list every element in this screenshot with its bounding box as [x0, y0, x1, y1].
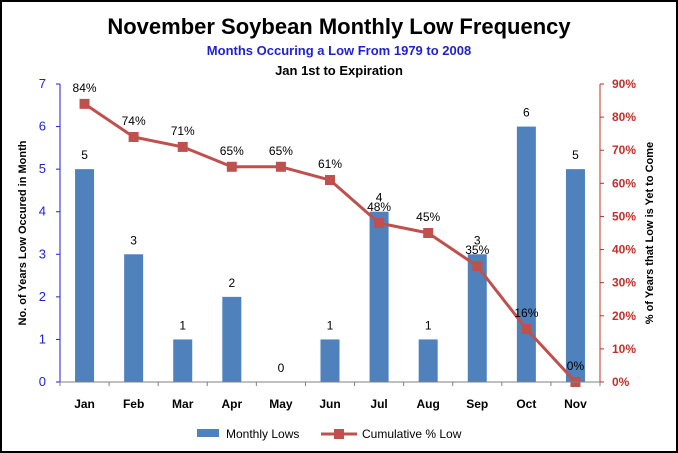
left-axis-ticks: 0 1 2 3 4 5 6 7	[39, 76, 60, 389]
x-tick-label: Oct	[516, 397, 536, 411]
left-tick-label: 1	[39, 331, 46, 346]
bar-data-label: 3	[130, 233, 137, 247]
right-tick-label: 20%	[612, 309, 636, 323]
bar-data-label: 5	[572, 148, 579, 162]
left-tick-label: 0	[39, 374, 46, 389]
bar-series: 5 3 1 2 0 1 4 1 3 6 5	[75, 106, 585, 382]
bar	[369, 211, 389, 382]
line-marker	[325, 175, 335, 186]
bar	[565, 169, 585, 382]
chart-subtitle-2: Jan 1st to Expiration	[275, 63, 403, 78]
right-tick-label: 30%	[612, 276, 636, 290]
line-data-label: 65%	[220, 144, 244, 158]
legend-line-marker	[334, 429, 344, 439]
bar	[173, 339, 193, 382]
line-data-label: 61%	[318, 157, 342, 171]
bar-data-label: 0	[278, 361, 285, 375]
line-marker	[472, 261, 483, 272]
line-data-label: 35%	[465, 243, 489, 257]
bar	[124, 254, 144, 382]
bar	[516, 126, 536, 382]
line-marker	[177, 141, 188, 152]
legend: Monthly Lows Cumulative % Low	[197, 427, 462, 441]
right-tick-label: 70%	[612, 143, 636, 157]
bar-data-label: 6	[523, 106, 530, 120]
right-tick-label: 40%	[612, 243, 636, 257]
right-tick-label: 50%	[612, 209, 636, 223]
x-tick-label: Jan	[74, 397, 95, 411]
right-tick-label: 10%	[612, 342, 636, 356]
chart-title: November Soybean Monthly Low Frequency	[107, 14, 571, 39]
line-marker	[226, 161, 237, 172]
left-tick-label: 3	[39, 246, 46, 261]
line-series: 84% 74% 71% 65% 65% 61% 48% 45% 35% 16% 0%	[73, 81, 585, 387]
bar-data-label: 2	[228, 276, 235, 290]
legend-bar-label: Monthly Lows	[226, 427, 299, 441]
bar-data-label: 1	[179, 318, 186, 332]
left-axis-title: No. of Years Low Occured in Month	[17, 140, 29, 325]
line-data-label: 84%	[73, 81, 97, 95]
line-data-label: 65%	[269, 144, 293, 158]
right-tick-label: 80%	[612, 110, 636, 124]
x-tick-label: Apr	[221, 397, 242, 411]
left-tick-label: 7	[39, 76, 46, 91]
right-tick-label: 60%	[612, 176, 636, 190]
x-tick-label: Jul	[370, 397, 387, 411]
bar	[75, 169, 95, 382]
x-tick-label: Nov	[564, 397, 587, 411]
x-tick-label: Aug	[417, 397, 440, 411]
line-data-label: 74%	[122, 114, 146, 128]
line-marker	[521, 324, 532, 335]
right-axis-title: % of Years that Low is Yet to Come	[644, 142, 656, 324]
x-axis-ticks: Jan Feb Mar Apr May Jun Jul Aug Sep Oct Nov	[59, 382, 601, 411]
line-marker	[275, 161, 286, 172]
line-data-label: 45%	[416, 210, 440, 224]
bar-data-label: 1	[327, 318, 334, 332]
legend-line-label: Cumulative % Low	[362, 427, 462, 441]
line-data-label: 0%	[567, 359, 585, 373]
left-tick-label: 5	[39, 161, 46, 176]
bar-data-label: 1	[425, 318, 432, 332]
x-tick-label: Mar	[172, 397, 194, 411]
left-tick-label: 2	[39, 289, 46, 304]
x-tick-label: May	[269, 397, 293, 411]
bar	[467, 254, 487, 382]
bar-data-label: 3	[474, 233, 481, 247]
line-data-label: 16%	[514, 306, 538, 320]
legend-bar-swatch	[197, 429, 219, 437]
bar	[418, 339, 438, 382]
bar	[320, 339, 340, 382]
left-tick-label: 6	[39, 119, 46, 134]
bar	[222, 296, 242, 382]
line-data-label: 71%	[171, 124, 195, 138]
left-tick-label: 4	[39, 204, 46, 219]
bar-data-label: 5	[81, 148, 88, 162]
line-marker	[128, 131, 139, 142]
x-tick-label: Sep	[466, 397, 488, 411]
right-tick-label: 90%	[612, 77, 636, 91]
x-tick-label: Jun	[319, 397, 340, 411]
line-marker	[79, 98, 90, 109]
bar-data-label: 4	[376, 191, 383, 205]
line-marker	[374, 218, 385, 229]
x-tick-label: Feb	[123, 397, 144, 411]
line-marker	[423, 228, 434, 238]
right-tick-label: 0%	[612, 375, 630, 389]
line-data-label: 48%	[367, 200, 391, 214]
chart-subtitle: Months Occuring a Low From 1979 to 2008	[206, 43, 472, 58]
right-axis-ticks: 0% 10% 20% 30% 40% 50% 60% 70% 80% 90%	[600, 77, 636, 389]
